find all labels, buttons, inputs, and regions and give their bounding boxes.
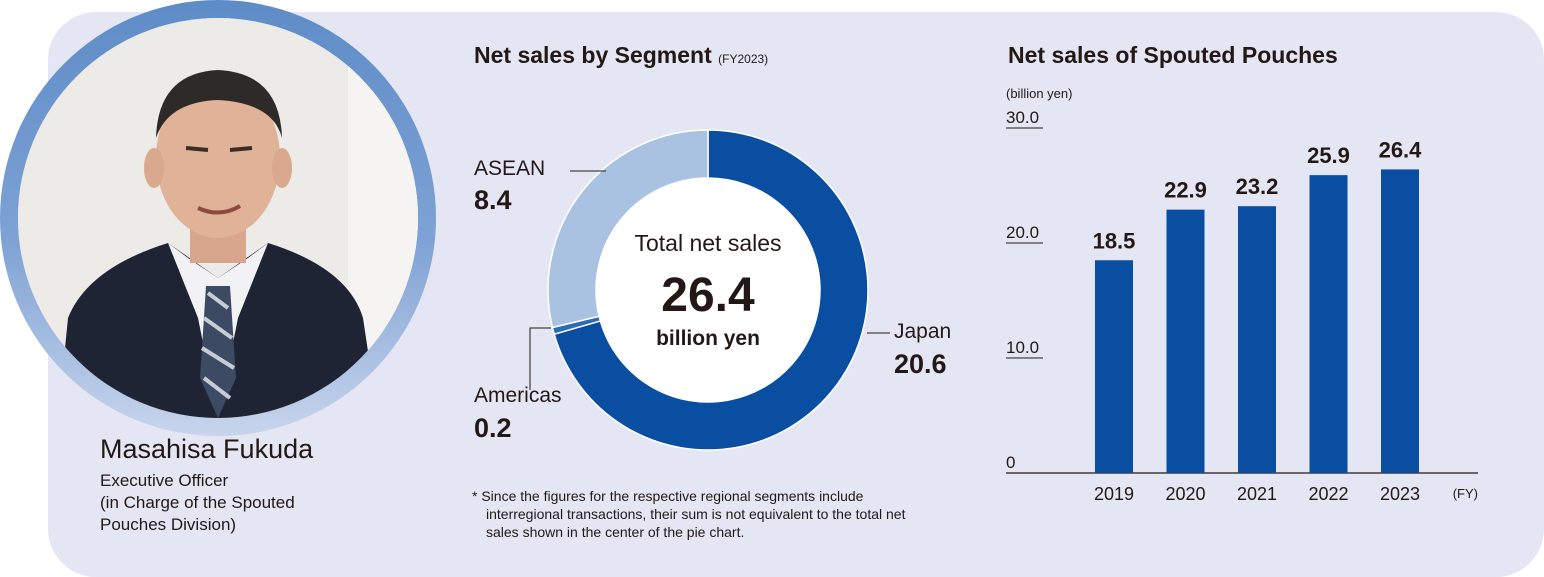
segment-value-asean: 8.4: [474, 185, 512, 215]
donut-center-caption: Total net sales: [634, 230, 782, 256]
role-line: (in Charge of the Spouted: [100, 493, 295, 512]
pie-title-text: Net sales by Segment: [474, 42, 712, 68]
donut-center-unit: billion yen: [656, 327, 760, 350]
y-axis-label: (billion yen): [1006, 86, 1072, 101]
bar-value-label: 22.9: [1164, 178, 1207, 203]
pie-chart-title: Net sales by Segment (FY2023): [474, 42, 768, 69]
footnote-line: * Since the figures for the respective r…: [472, 488, 864, 504]
footnote-line: interregional transactions, their sum is…: [486, 506, 906, 522]
y-tick-label: 0: [1006, 453, 1015, 472]
x-tick-label: 2019: [1094, 484, 1134, 504]
x-tick-label: 2022: [1308, 484, 1348, 504]
donut-hole: [596, 178, 820, 402]
bar-value-label: 23.2: [1236, 174, 1279, 199]
bar-value-label: 26.4: [1379, 137, 1423, 162]
pie-footnote: * Since the figures for the respective r…: [472, 487, 992, 541]
bar-2021: [1238, 206, 1276, 473]
footnote-line: sales shown in the center of the pie cha…: [486, 524, 745, 540]
leader-line-americas: [529, 327, 551, 390]
pie-subtitle: (FY2023): [718, 52, 769, 66]
y-tick-label: 10.0: [1006, 338, 1039, 357]
segment-label-japan: Japan: [894, 320, 952, 343]
donut-chart: [529, 129, 890, 451]
donut-center-value: 26.4: [661, 269, 755, 322]
segment-value-americas: 0.2: [474, 413, 512, 443]
x-tick-label: 2023: [1380, 484, 1420, 504]
segment-label-asean: ASEAN: [474, 157, 546, 180]
bar-chart-title: Net sales of Spouted Pouches: [1008, 42, 1338, 68]
y-tick-label: 20.0: [1006, 223, 1039, 242]
portrait-photo: [18, 18, 418, 418]
bar-2020: [1166, 209, 1205, 473]
bar-2022: [1309, 175, 1348, 473]
bar-2019: [1095, 260, 1133, 473]
role-line: Executive Officer: [100, 471, 229, 490]
bar-chart: (billion yen) 0 10.0 20.0 30.0 18.5 2019 22.9 20…: [1006, 86, 1478, 504]
portrait-frame: [0, 0, 436, 436]
profile-block: Masahisa Fukuda Executive Officer (in Ch…: [100, 432, 313, 536]
x-axis-unit: (FY): [1453, 486, 1478, 501]
person-name: Masahisa Fukuda: [100, 434, 314, 464]
person-role: Executive Officer (in Charge of the Spou…: [100, 470, 313, 536]
x-tick-label: 2020: [1165, 484, 1205, 504]
bar-2023: [1381, 169, 1419, 473]
bar-value-label: 18.5: [1093, 228, 1136, 253]
segment-label-americas: Americas: [474, 384, 562, 407]
bar-value-label: 25.9: [1307, 143, 1350, 168]
segment-value-japan: 20.6: [894, 349, 947, 379]
x-tick-label: 2021: [1237, 484, 1277, 504]
y-tick-label: 30.0: [1006, 108, 1039, 127]
role-line: Pouches Division): [100, 515, 237, 534]
